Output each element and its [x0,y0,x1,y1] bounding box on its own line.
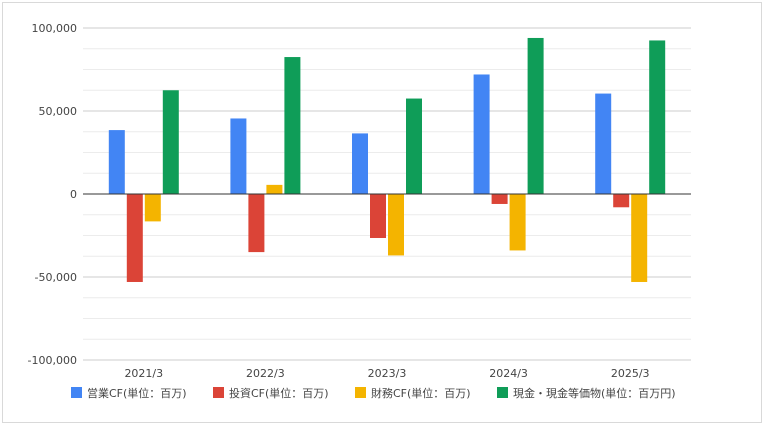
x-tick-label: 2024/3 [489,367,528,380]
bar-2021-3-series-3[interactable] [162,90,179,194]
legend-swatch [355,387,366,398]
legend-label[interactable]: 営業CF(単位：百万) [87,386,187,400]
bar-chart: 100,000 50,000 0 -50,000 -100,000 2021/3 2022… [28,22,691,400]
x-tick-label: 2021/3 [124,367,163,380]
legend-swatch [71,387,82,398]
legend-label[interactable]: 投資CF(単位：百万) [229,386,329,400]
bar-2022-3-series-1[interactable] [248,194,265,253]
legend-label[interactable]: 現金・現金等価物(単位：百万円) [513,386,676,400]
bars [108,37,666,282]
bar-2021-3-series-2[interactable] [144,194,161,222]
bar-2022-3-series-3[interactable] [284,57,301,194]
bar-2021-3-series-0[interactable] [108,130,125,194]
y-tick-label: -100,000 [28,354,77,367]
x-tick-label: 2023/3 [368,367,407,380]
bar-2022-3-series-2[interactable] [266,184,283,194]
bar-2024-3-series-2[interactable] [509,194,526,251]
legend: 営業CF(単位：百万) 投資CF(単位：百万) 財務CF(単位：百万) 現金・現金等価… [71,386,676,400]
y-axis-ticks: 100,000 50,000 0 -50,000 -100,000 [28,22,77,367]
gridlines [83,27,691,361]
bar-2023-3-series-0[interactable] [352,133,368,194]
bar-2024-3-series-3[interactable] [527,37,544,195]
y-tick-label: 100,000 [32,22,78,35]
legend-label[interactable]: 財務CF(単位：百万) [371,386,471,400]
bar-2025-3-series-0[interactable] [595,93,612,194]
x-tick-label: 2022/3 [246,367,285,380]
legend-swatch [497,387,508,398]
chart-frame: 100,000 50,000 0 -50,000 -100,000 2021/3 2022… [2,2,762,423]
bar-2024-3-series-0[interactable] [473,74,490,194]
x-tick-label: 2025/3 [611,367,650,380]
legend-swatch [213,387,224,398]
x-axis-ticks: 2021/3 2022/3 2023/3 2024/3 2025/3 [124,367,649,380]
y-tick-label: -50,000 [35,271,77,284]
bar-2023-3-series-2[interactable] [388,194,404,256]
y-tick-label: 50,000 [39,105,78,118]
bar-2023-3-series-1[interactable] [370,194,386,238]
bar-2023-3-series-3[interactable] [406,98,422,194]
bar-2025-3-series-1[interactable] [613,194,630,208]
bar-2021-3-series-1[interactable] [126,194,143,282]
bar-2022-3-series-0[interactable] [230,118,247,194]
bar-2025-3-series-2[interactable] [631,194,648,282]
bar-2025-3-series-3[interactable] [649,40,666,195]
y-tick-label: 0 [70,188,77,201]
bar-2024-3-series-1[interactable] [491,194,508,204]
